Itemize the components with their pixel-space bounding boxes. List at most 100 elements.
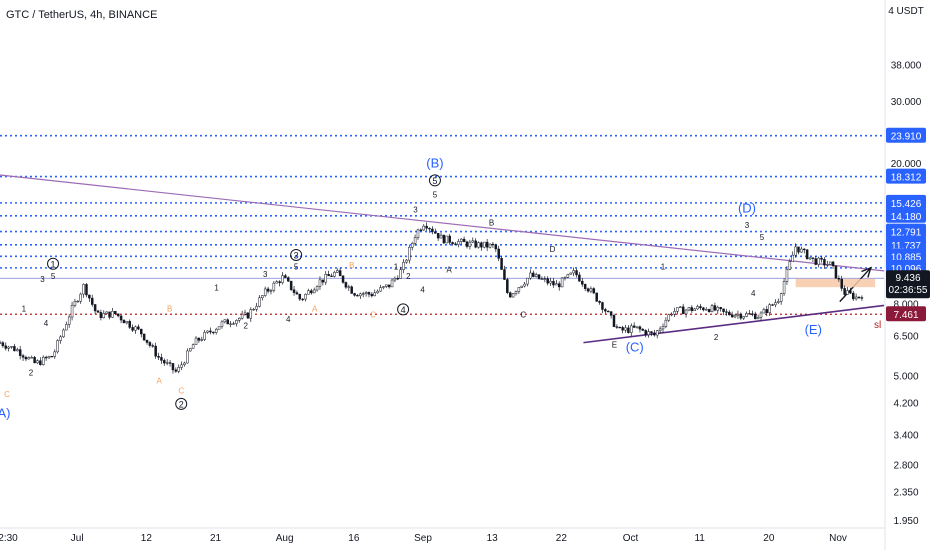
candle-body <box>21 355 25 358</box>
candle-body <box>595 292 598 302</box>
price-tick: 20.000 <box>891 159 922 170</box>
resistance-trendline <box>0 174 885 272</box>
level-badge <box>886 207 926 223</box>
candle-body <box>142 333 146 341</box>
wave-label: 5 <box>760 233 765 242</box>
candle-body <box>480 242 483 248</box>
candle-body <box>65 324 68 331</box>
candle-body <box>240 314 244 319</box>
wave-label-circle <box>47 257 60 270</box>
candle-body <box>667 314 671 321</box>
candle-body <box>356 295 359 297</box>
candle-body <box>811 257 815 259</box>
candle-body <box>560 277 564 288</box>
candle-body <box>681 306 685 315</box>
wave-label: 4 <box>286 315 291 324</box>
candle-body <box>226 319 229 325</box>
candle-body <box>243 312 247 315</box>
candle-body <box>246 312 250 319</box>
candle-body <box>197 337 201 341</box>
candle-body <box>563 277 567 279</box>
candle-body <box>402 261 405 270</box>
candle-body <box>122 319 126 324</box>
candle-body <box>618 326 622 329</box>
candles <box>0 222 864 374</box>
candle-body <box>53 351 57 357</box>
candle-body <box>284 275 287 278</box>
candle-body <box>287 277 290 282</box>
candle-body <box>214 329 218 333</box>
price-axis[interactable]: 23.910 18.312 15.426 14.180 12.791 11.73710.8… <box>884 0 930 550</box>
candle-body <box>860 297 864 299</box>
candle-body <box>344 282 348 288</box>
candle-body <box>601 302 604 310</box>
candle-body <box>263 288 267 296</box>
time-axis[interactable]: 2:30 Jul 12 21 Aug 16 Sep 13 22 Oct 11 20 Nov <box>0 527 885 544</box>
candle-body <box>526 277 529 285</box>
candle-body <box>90 297 94 305</box>
candle-body <box>569 272 573 275</box>
candle-body <box>693 308 696 312</box>
time-tick: 12 <box>141 533 153 544</box>
candle-body <box>44 356 48 359</box>
candle-body <box>382 286 385 288</box>
candle-body <box>436 233 440 239</box>
candle-body <box>529 272 532 279</box>
candle-body <box>318 279 322 287</box>
candle-body <box>315 286 319 291</box>
price-tick: 2.350 <box>893 487 918 498</box>
wave-label: C <box>520 311 526 320</box>
wave-label: 1 <box>51 259 56 269</box>
candle-body <box>148 342 152 346</box>
candle-body <box>180 364 183 368</box>
candle-body <box>503 269 506 280</box>
candle-body <box>632 325 636 328</box>
time-tick: 2:30 <box>0 533 18 544</box>
candle-body <box>370 294 374 297</box>
candle-body <box>673 311 676 315</box>
candle-body <box>445 235 449 244</box>
candle-body <box>128 321 131 328</box>
candle-body <box>797 246 800 253</box>
current-price-badge <box>886 270 930 299</box>
candle-body <box>719 307 722 310</box>
candle-body <box>10 346 13 348</box>
candle-body <box>699 306 702 309</box>
candle-body <box>676 307 679 312</box>
wave-label: B <box>489 219 494 228</box>
candle-body <box>327 274 330 277</box>
candle-body <box>252 308 255 311</box>
price-tick: 30.000 <box>891 97 922 108</box>
wave-label-circle <box>290 248 303 261</box>
candle-body <box>131 327 134 331</box>
candle-body <box>367 292 371 295</box>
wave-label: 4 <box>44 319 49 328</box>
candle-body <box>177 367 180 372</box>
wave-label: 3 <box>263 270 268 279</box>
wave-label: A <box>446 265 452 274</box>
candle-body <box>768 304 771 314</box>
candle-body <box>566 273 570 278</box>
candle-body <box>39 360 42 365</box>
candle-body <box>79 293 82 302</box>
candle-body <box>557 283 561 288</box>
price-tick: 6.500 <box>893 331 918 342</box>
time-tick: Sep <box>414 533 432 544</box>
candle-body <box>390 279 394 288</box>
candle-body <box>18 349 22 356</box>
candle-body <box>217 326 221 330</box>
candle-body <box>846 290 849 295</box>
wave-label: 2 <box>714 333 719 342</box>
candle-body <box>105 311 108 314</box>
candle-body <box>514 291 518 294</box>
wave-label: 2 <box>244 321 249 330</box>
candle-body <box>722 308 725 312</box>
wave-label: 4 <box>420 285 425 294</box>
candle-body <box>171 363 175 371</box>
wave-label: 3 <box>745 221 750 230</box>
level-badge-label: 11.737 <box>891 241 921 252</box>
candle-body <box>67 316 71 325</box>
candle-body <box>387 284 391 288</box>
